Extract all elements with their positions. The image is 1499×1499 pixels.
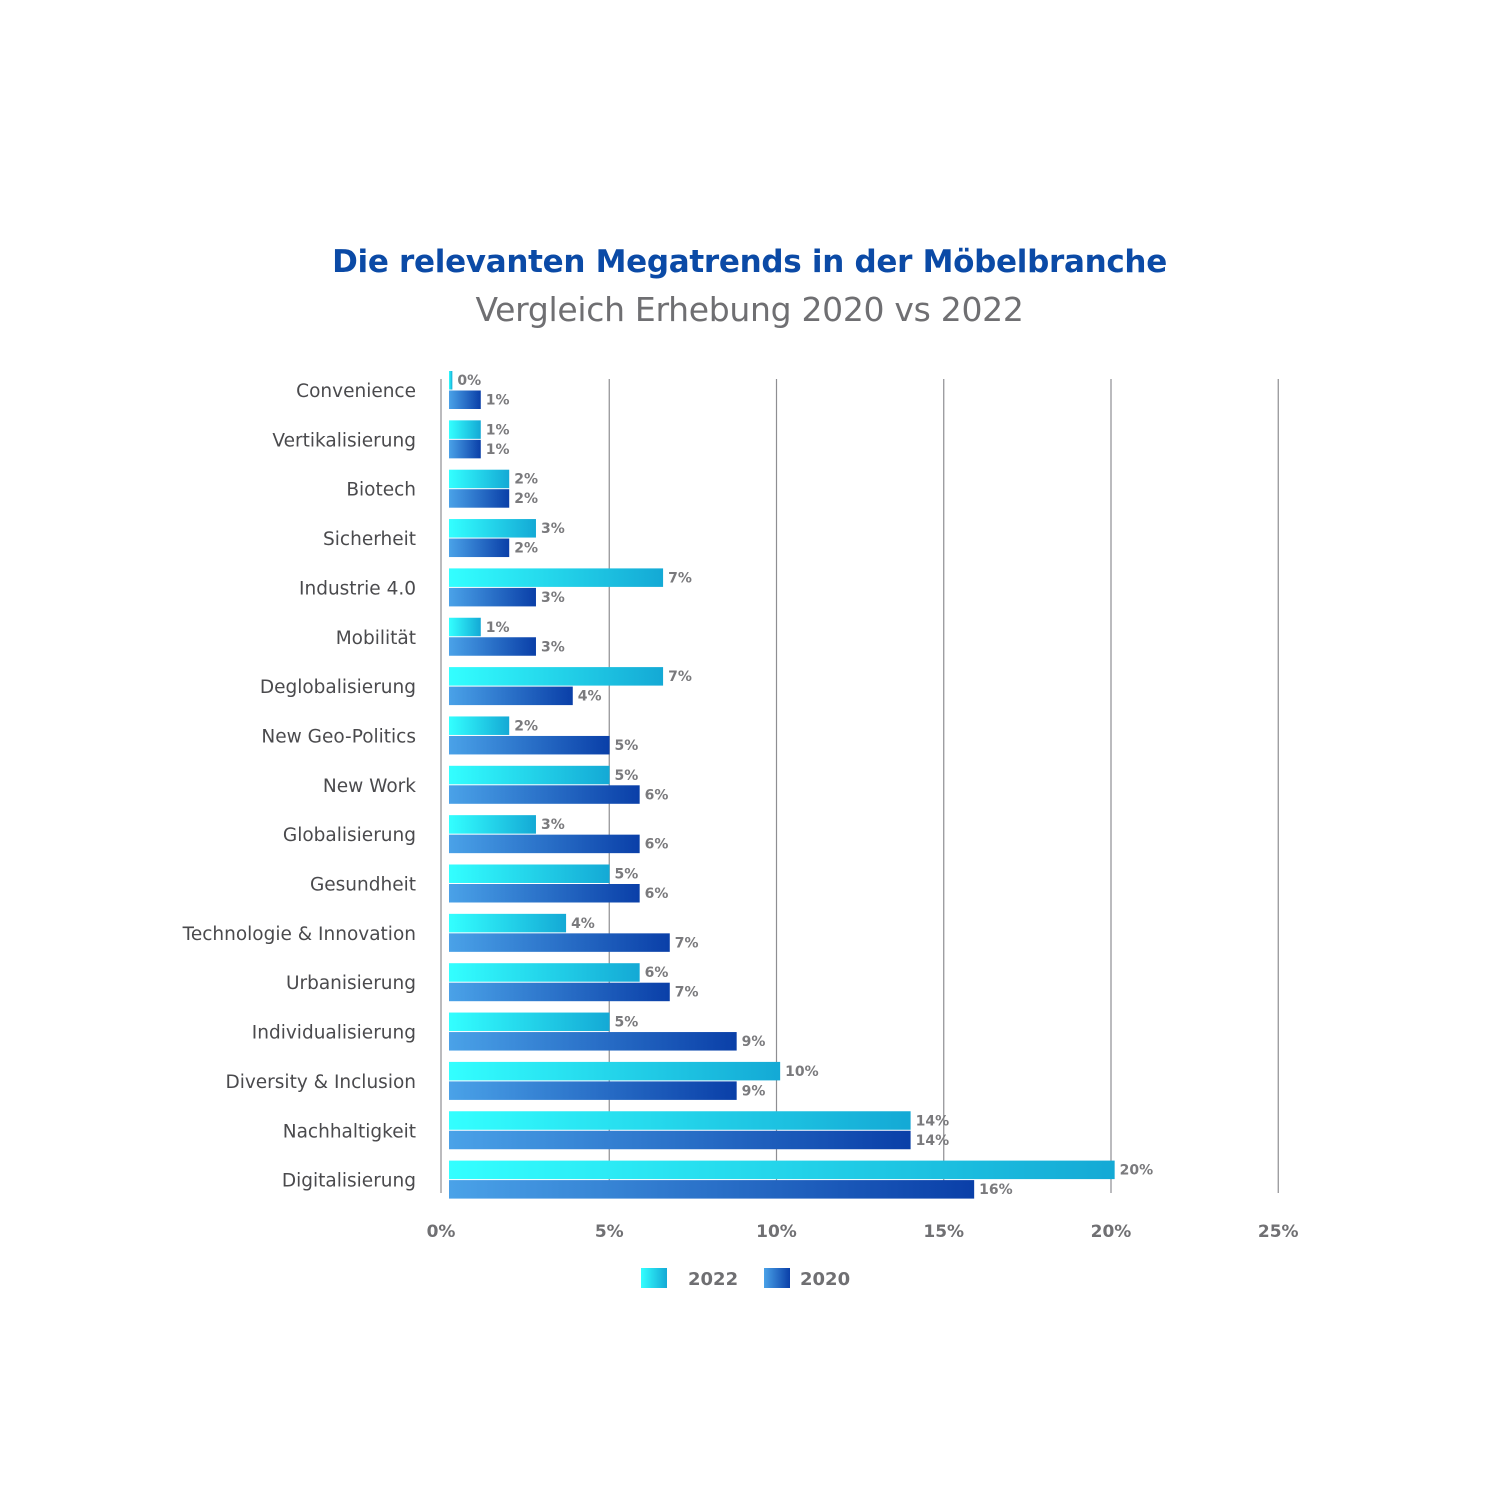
value-label-2022: 0% xyxy=(457,373,481,389)
category-label: Mobilität xyxy=(336,628,416,649)
category-label: New Geo-Politics xyxy=(261,726,416,747)
value-label-2022: 20% xyxy=(1120,1163,1154,1179)
category-label: Nachhaltigkeit xyxy=(283,1121,416,1142)
category-label: Technologie & Innovation xyxy=(182,924,416,945)
value-label-2020: 1% xyxy=(486,442,510,458)
legend-swatch-2020 xyxy=(764,1268,790,1288)
bar-2020 xyxy=(449,933,670,952)
bar-2020 xyxy=(449,390,481,409)
value-label-2022: 7% xyxy=(668,570,692,586)
category-label: Convenience xyxy=(296,381,416,402)
category-label: Gesundheit xyxy=(310,875,416,896)
value-label-2022: 2% xyxy=(514,472,538,488)
value-label-2022: 1% xyxy=(486,620,510,636)
value-label-2020: 9% xyxy=(742,1034,766,1050)
value-label-2022: 5% xyxy=(615,1015,639,1031)
bar-2022 xyxy=(449,1012,610,1032)
bar-2022 xyxy=(449,617,481,637)
bar-2020 xyxy=(449,1130,911,1150)
x-tick-label: 5% xyxy=(595,1222,624,1242)
value-label-2020: 6% xyxy=(645,787,669,803)
category-label: Globalisierung xyxy=(283,825,416,846)
value-label-2020: 2% xyxy=(514,491,538,507)
value-label-2022: 5% xyxy=(615,768,639,784)
bar-2020 xyxy=(449,538,510,558)
category-label: Digitalisierung xyxy=(282,1171,416,1192)
category-label: Deglobalisierung xyxy=(260,677,416,698)
bar-2022 xyxy=(449,568,664,587)
legend-label-2020: 2020 xyxy=(800,1269,850,1290)
category-label: New Work xyxy=(323,776,416,797)
value-label-2022: 3% xyxy=(541,817,565,833)
x-tick-label: 25% xyxy=(1258,1222,1299,1242)
chart-subtitle: Vergleich Erhebung 2020 vs 2022 xyxy=(475,290,1024,329)
legend-label-2022: 2022 xyxy=(688,1269,738,1290)
value-label-2022: 2% xyxy=(514,718,538,734)
bar-2020 xyxy=(449,1081,737,1100)
x-tick-label: 10% xyxy=(756,1222,797,1242)
bar-2022 xyxy=(449,815,536,834)
bar-2020 xyxy=(449,834,640,854)
bar-2020 xyxy=(449,686,573,706)
category-label: Industrie 4.0 xyxy=(299,578,416,599)
value-label-2022: 7% xyxy=(668,669,692,685)
value-label-2022: 5% xyxy=(615,867,639,883)
value-label-2022: 3% xyxy=(541,521,565,537)
value-label-2022: 1% xyxy=(486,422,510,438)
bar-2022 xyxy=(449,469,510,489)
value-label-2020: 5% xyxy=(615,738,639,754)
bar-2022 xyxy=(449,371,453,390)
category-label: Individualisierung xyxy=(252,1023,416,1044)
category-label: Urbanisierung xyxy=(286,973,416,994)
x-tick-label: 15% xyxy=(923,1222,964,1242)
category-label: Vertikalisierung xyxy=(272,430,416,451)
bar-2022 xyxy=(449,667,664,686)
bar-2020 xyxy=(449,982,670,1002)
value-label-2020: 9% xyxy=(742,1083,766,1099)
legend-swatch-2022 xyxy=(641,1268,667,1288)
value-label-2020: 7% xyxy=(675,935,699,951)
value-label-2022: 14% xyxy=(916,1113,950,1129)
bar-2022 xyxy=(449,864,610,883)
x-tick-label: 20% xyxy=(1091,1222,1132,1242)
bar-2020 xyxy=(449,1032,737,1051)
category-label: Sicherheit xyxy=(323,529,416,550)
category-label: Biotech xyxy=(346,480,416,501)
value-label-2020: 7% xyxy=(675,985,699,1001)
value-label-2020: 4% xyxy=(578,689,602,705)
category-label: Diversity & Inclusion xyxy=(225,1072,416,1093)
bar-2020 xyxy=(449,785,640,804)
value-label-2020: 6% xyxy=(645,837,669,853)
value-label-2020: 3% xyxy=(541,639,565,655)
value-label-2022: 10% xyxy=(785,1064,819,1080)
bar-2022 xyxy=(449,519,536,538)
bar-2022 xyxy=(449,963,640,982)
value-label-2020: 16% xyxy=(979,1182,1013,1198)
bar-2020 xyxy=(449,637,536,656)
bar-2022 xyxy=(449,765,610,785)
value-label-2022: 4% xyxy=(571,916,595,932)
value-label-2020: 3% xyxy=(541,590,565,606)
bar-2020 xyxy=(449,587,536,607)
bar-2022 xyxy=(449,716,510,735)
value-label-2020: 14% xyxy=(916,1133,950,1149)
value-label-2020: 6% xyxy=(645,886,669,902)
x-tick-label: 0% xyxy=(427,1222,456,1242)
chart-title: Die relevanten Megatrends in der Möbelbr… xyxy=(332,244,1167,280)
bar-2022 xyxy=(449,1160,1115,1180)
bar-2020 xyxy=(449,735,610,755)
bar-2020 xyxy=(449,884,640,903)
value-label-2022: 6% xyxy=(645,965,669,981)
bar-2022 xyxy=(449,1111,911,1130)
bar-2022 xyxy=(449,913,567,933)
bar-2022 xyxy=(449,1061,781,1081)
value-label-2020: 1% xyxy=(486,393,510,409)
bar-2020 xyxy=(449,439,481,459)
bar-2020 xyxy=(449,1180,975,1199)
bar-2020 xyxy=(449,489,510,508)
value-label-2020: 2% xyxy=(514,541,538,557)
bar-2022 xyxy=(449,420,481,439)
